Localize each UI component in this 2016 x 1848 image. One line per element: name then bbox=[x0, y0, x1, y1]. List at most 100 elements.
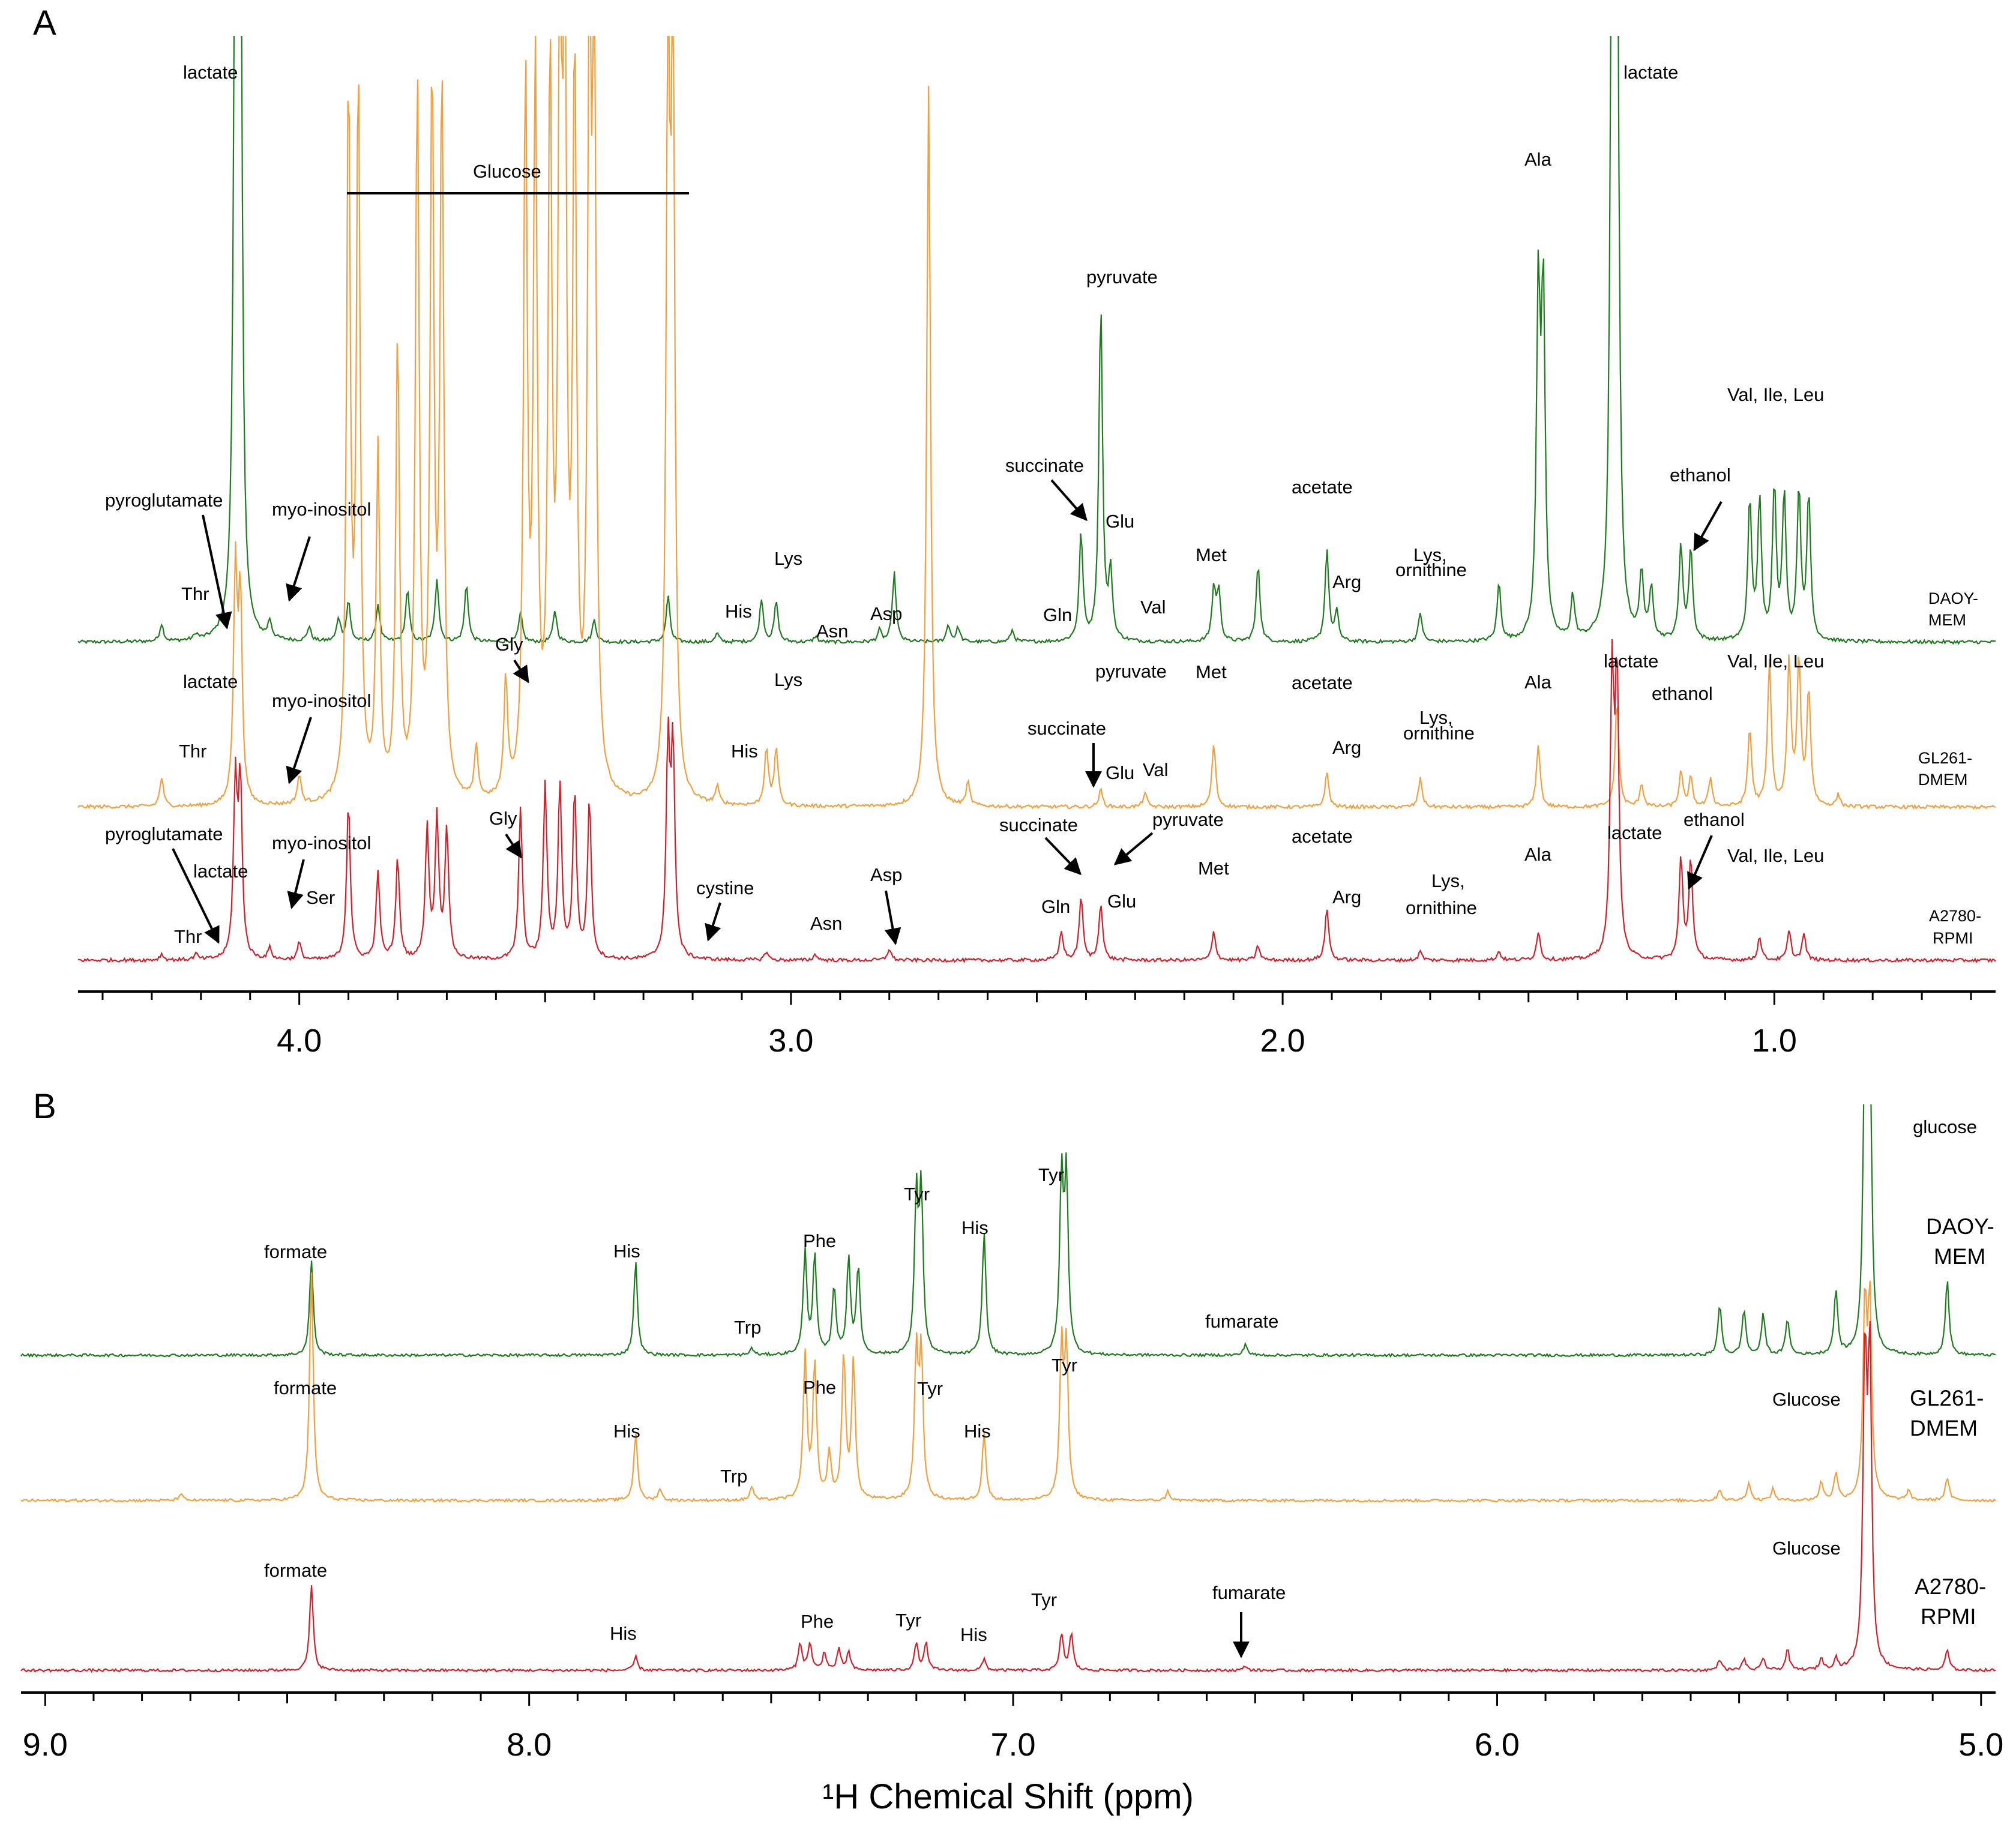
tick-label-b-6.0: 6.0 bbox=[1475, 1727, 1520, 1763]
ann-b-his-4: His bbox=[964, 1421, 991, 1442]
tick-label-b-5.0: 5.0 bbox=[1958, 1727, 2003, 1763]
ann-b-glucose-1: glucose bbox=[1913, 1116, 1977, 1137]
ann-b-phe-1: Phe bbox=[803, 1230, 836, 1251]
ann-a-acetate-2: acetate bbox=[1292, 672, 1353, 693]
spectrum-a-daoy-mem bbox=[77, 36, 1996, 645]
tick-label-a-3.0: 3.0 bbox=[768, 1023, 813, 1059]
sample-b-gl261-1: GL261- bbox=[1910, 1386, 1984, 1410]
ann-a-pyruvate-1: pyruvate bbox=[1086, 266, 1158, 287]
ann-a-lactate-1: lactate bbox=[183, 62, 238, 83]
tick-label-b-7.0: 7.0 bbox=[991, 1727, 1036, 1763]
ann-b-fumarate-2: fumarate bbox=[1212, 1582, 1286, 1603]
ann-a-glu-1: Glu bbox=[1106, 511, 1134, 532]
ann-b-phe-3: Phe bbox=[801, 1611, 834, 1632]
spectrum-b-gl261-dmem bbox=[20, 1272, 1996, 1503]
tick-label-b-8.0: 8.0 bbox=[507, 1727, 552, 1763]
ann-a-ala-1: Ala bbox=[1524, 149, 1552, 170]
arrow-a-gly-1 bbox=[513, 659, 529, 684]
ann-a-lactate-4: lactate bbox=[183, 671, 238, 692]
ann-a-met-2: Met bbox=[1196, 661, 1227, 682]
arrow-a-succinate-1 bbox=[1050, 479, 1088, 522]
ann-b-formate-1: formate bbox=[264, 1241, 327, 1262]
ann-a-asp-2: Asp bbox=[870, 864, 902, 885]
ann-a-myoinositol-2: myo-inositol bbox=[272, 690, 371, 711]
ann-a-vil-3: Val, Ile, Leu bbox=[1727, 845, 1824, 866]
spectrum-b-a2780-rpmi bbox=[20, 1320, 1996, 1673]
ann-a-met-1: Met bbox=[1196, 544, 1227, 565]
ann-a-pyruvate-3: pyruvate bbox=[1152, 809, 1224, 830]
ann-b-tyr-4: Tyr bbox=[1052, 1355, 1077, 1376]
panel-a-spectra bbox=[77, 36, 1996, 964]
sample-b-a2780-2: RPMI bbox=[1921, 1604, 1976, 1629]
arrow-a-ethanol-3 bbox=[1687, 835, 1713, 890]
ann-b-fumarate-1: fumarate bbox=[1205, 1311, 1278, 1332]
tick-label-b-9.0: 9.0 bbox=[23, 1727, 68, 1763]
ann-a-lys-1: Lys bbox=[774, 548, 802, 569]
ann-b-trp-1: Trp bbox=[734, 1317, 761, 1338]
tick-label-a-2.0: 2.0 bbox=[1260, 1023, 1305, 1059]
arrow-a-asp-2 bbox=[884, 890, 901, 945]
ann-b-glucose-3: Glucose bbox=[1772, 1538, 1841, 1559]
ann-a-lys-orn-2a: Lys, bbox=[1419, 707, 1453, 728]
ann-a-myoinositol-3: myo-inositol bbox=[272, 832, 371, 853]
sample-b-gl261-2: DMEM bbox=[1910, 1416, 1978, 1440]
spectrum-b-daoy-mem bbox=[20, 1104, 1996, 1358]
ann-a-myoinositol-1: myo-inositol bbox=[272, 499, 371, 520]
ann-b-his-6: His bbox=[960, 1624, 987, 1645]
ann-a-lys-orn-1a: Lys, bbox=[1413, 544, 1447, 565]
ann-a-asp-1: Asp bbox=[870, 603, 902, 624]
arrow-a-cystine bbox=[705, 902, 721, 942]
ann-a-cystine: cystine bbox=[696, 877, 754, 898]
x-axis-title: ¹H Chemical Shift (ppm) bbox=[822, 1777, 1194, 1816]
ann-a-vil-1: Val, Ile, Leu bbox=[1727, 384, 1824, 405]
ann-a-gln-2: Gln bbox=[1041, 896, 1070, 917]
ann-a-lys-orn-3b: ornithine bbox=[1406, 897, 1477, 918]
ann-a-lactate-5: lactate bbox=[1607, 822, 1662, 843]
ann-a-lys-orn-2b: ornithine bbox=[1403, 723, 1475, 744]
ann-a-arg-3: Arg bbox=[1332, 886, 1361, 907]
ann-a-his-1: His bbox=[725, 601, 752, 622]
ann-a-ala-2: Ala bbox=[1524, 672, 1552, 693]
ann-a-pyruvate-2: pyruvate bbox=[1095, 661, 1167, 682]
spectrum-a-gl261-dmem bbox=[77, 36, 1996, 810]
ann-a-gly-2: Gly bbox=[489, 808, 517, 829]
panel-b-ticks: 9.0 8.0 7.0 6.0 5.0 bbox=[23, 1693, 2003, 1763]
ann-b-glucose-2: Glucose bbox=[1772, 1389, 1841, 1410]
arrow-a-succinate-3 bbox=[1044, 837, 1082, 876]
arrow-a-myoinositol-3 bbox=[287, 859, 305, 909]
ann-a-pyroglutamate-2: pyroglutamate bbox=[105, 823, 223, 844]
sample-a-a2780-1: A2780- bbox=[1929, 907, 1981, 925]
ann-a-glucose: Glucose bbox=[473, 161, 541, 182]
ann-a-gln-1: Gln bbox=[1043, 604, 1072, 625]
ann-b-formate-2: formate bbox=[274, 1377, 337, 1398]
spectrum-a-a2780-rpmi bbox=[77, 639, 1996, 964]
ann-a-glu-2: Glu bbox=[1106, 762, 1134, 783]
ann-a-succinate-1: succinate bbox=[1005, 455, 1084, 476]
sample-a-gl261-2: DMEM bbox=[1918, 771, 1968, 789]
panel-b-spectra bbox=[20, 1104, 1996, 1673]
ann-a-his-2: His bbox=[731, 741, 758, 762]
arrow-a-pyroglutamate-1 bbox=[202, 514, 232, 630]
sample-b-a2780-1: A2780- bbox=[1915, 1574, 1986, 1599]
ann-a-met-3: Met bbox=[1198, 858, 1229, 879]
ann-b-tyr-3: Tyr bbox=[917, 1378, 943, 1399]
ann-b-tyr-1: Tyr bbox=[1038, 1164, 1064, 1185]
ann-a-acetate-1: acetate bbox=[1292, 477, 1353, 498]
sample-b-daoy-2: MEM bbox=[1934, 1244, 1985, 1269]
ann-a-lys-2: Lys bbox=[774, 669, 802, 690]
ann-b-phe-2: Phe bbox=[803, 1377, 836, 1398]
ann-a-lactate-6: lactate bbox=[193, 861, 248, 882]
arrow-a-myoinositol-1 bbox=[286, 536, 311, 602]
panel-a-ticks: 4.0 3.0 2.0 1.0 bbox=[101, 992, 1972, 1059]
ann-a-glu-3: Glu bbox=[1107, 891, 1136, 912]
ann-b-his-1: His bbox=[961, 1217, 988, 1238]
ann-a-val-1: Val bbox=[1140, 597, 1166, 618]
ann-b-tyr-6: Tyr bbox=[895, 1610, 921, 1631]
ann-a-ser: Ser bbox=[306, 887, 335, 908]
sample-a-gl261-1: GL261- bbox=[1918, 749, 1972, 767]
ann-a-thr-2: Thr bbox=[179, 741, 207, 762]
ann-b-trp-2: Trp bbox=[720, 1466, 747, 1487]
ann-a-succinate-2: succinate bbox=[1028, 718, 1106, 739]
ann-a-ala-3: Ala bbox=[1524, 844, 1552, 865]
